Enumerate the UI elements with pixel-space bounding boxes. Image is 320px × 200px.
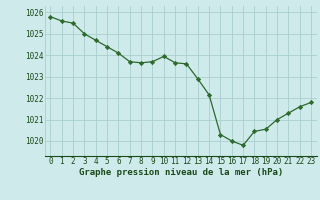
X-axis label: Graphe pression niveau de la mer (hPa): Graphe pression niveau de la mer (hPa) <box>79 168 283 177</box>
